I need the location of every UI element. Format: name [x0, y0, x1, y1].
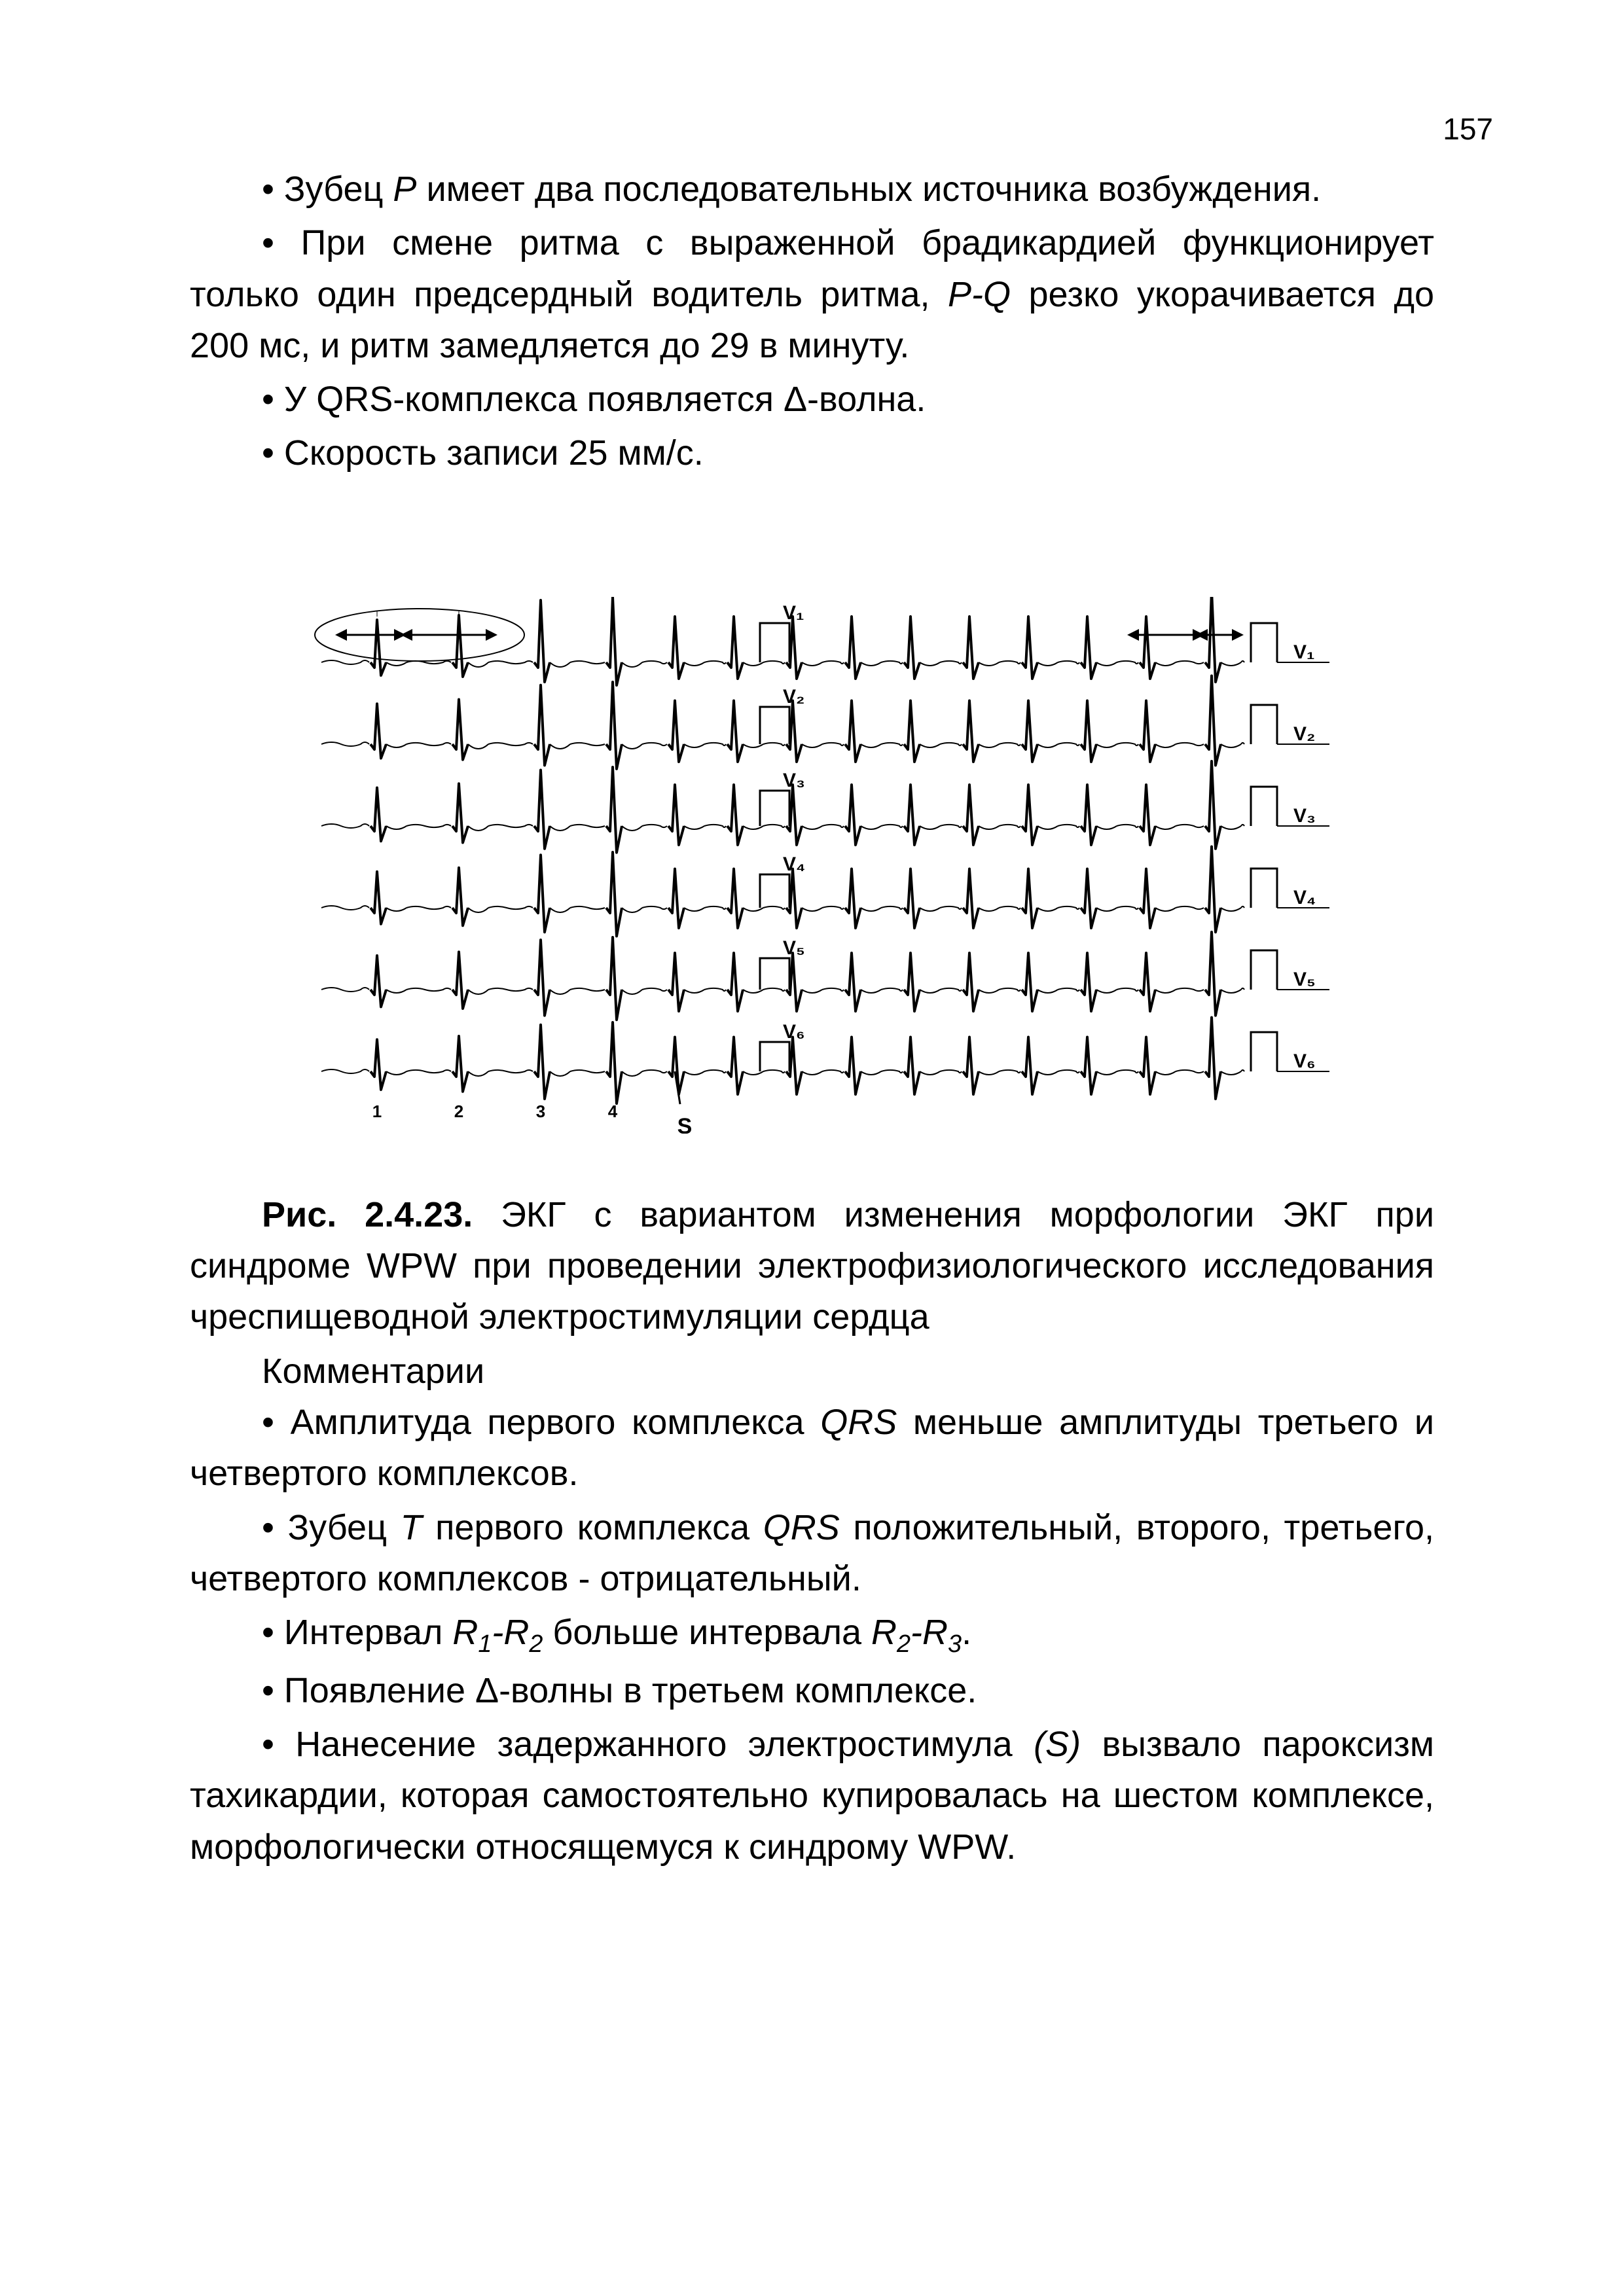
svg-text:V₂: V₂ [1293, 723, 1315, 745]
comments-heading: Комментарии [190, 1346, 1434, 1397]
bullet-1: • Зубец Р имеет два последовательных ист… [190, 164, 1434, 215]
ecg-figure: V₁ V₁ V₂ V₂ V₃ V₃ V₄ V₄ V₅ V₅ V₆ V₆ 1 2 3 4 S [190, 597, 1434, 1137]
svg-text:V₃: V₃ [783, 770, 805, 791]
comment-2: • Зубец Т первого комплекса QRS положите… [190, 1502, 1434, 1605]
svg-text:2: 2 [454, 1102, 463, 1121]
comment-bullets: • Амплитуда первого комплекса QRS меньше… [190, 1397, 1434, 1873]
ecg-svg: V₁ V₁ V₂ V₂ V₃ V₃ V₄ V₄ V₅ V₅ V₆ V₆ 1 2 3 4 S [282, 597, 1343, 1134]
comment-1: • Амплитуда первого комплекса QRS меньше… [190, 1397, 1434, 1499]
svg-text:1: 1 [372, 1102, 381, 1121]
svg-text:V₄: V₄ [1293, 887, 1316, 908]
svg-text:V₄: V₄ [783, 853, 805, 875]
svg-text:V₃: V₃ [1293, 805, 1316, 827]
svg-text:V₅: V₅ [1293, 969, 1316, 990]
comment-3: • Интервал R1-R2 больше интервала R2-R3. [190, 1607, 1434, 1662]
figure-caption: Рис. 2.4.23. ЭКГ с вариантом изменения м… [190, 1189, 1434, 1397]
svg-text:V₁: V₁ [783, 602, 804, 624]
page-number: 157 [1443, 111, 1493, 147]
svg-text:4: 4 [607, 1102, 617, 1121]
svg-text:V₂: V₂ [783, 686, 804, 708]
page: 157 • Зубец Р имеет два последовательных… [0, 0, 1624, 2296]
svg-text:V₆: V₆ [1293, 1050, 1316, 1072]
bullet-2: • При смене ритма с выраженной брадикард… [190, 217, 1434, 371]
bullet-4: • Скорость записи 25 мм/с. [190, 427, 1434, 478]
svg-text:3: 3 [535, 1102, 545, 1121]
comment-4: • Появление Δ-волны в третьем комплексе. [190, 1665, 1434, 1716]
svg-text:V₆: V₆ [783, 1021, 805, 1043]
caption-text: Рис. 2.4.23. ЭКГ с вариантом изменения м… [190, 1189, 1434, 1343]
svg-text:V₁: V₁ [1293, 641, 1314, 663]
top-bullets: • Зубец Р имеет два последовательных ист… [190, 164, 1434, 479]
bullet-3: • У QRS-комплекса появляется Δ-волна. [190, 374, 1434, 425]
svg-text:V₅: V₅ [783, 937, 805, 959]
svg-text:S: S [677, 1114, 692, 1134]
comment-5: • Нанесение задержанного электростимула … [190, 1719, 1434, 1873]
